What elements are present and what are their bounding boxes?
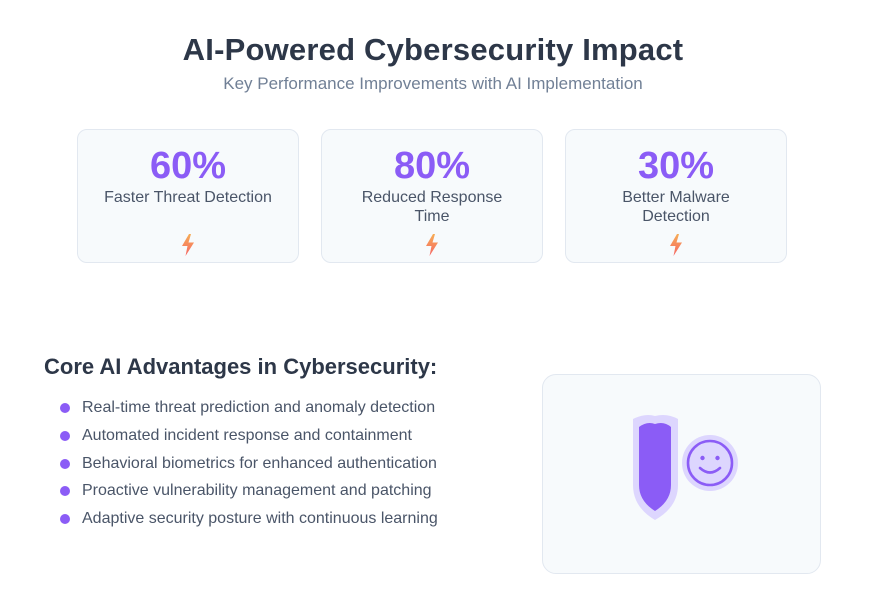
advantages-title: Core AI Advantages in Cybersecurity: — [44, 354, 438, 379]
list-item-text: Proactive vulnerability management and p… — [82, 482, 432, 500]
list-item: Behavioral biometrics for enhanced authe… — [60, 452, 438, 480]
list-item-text: Adaptive security posture with continuou… — [82, 510, 438, 528]
list-item-text: Automated incident response and containm… — [82, 426, 412, 444]
smiley-face-icon — [682, 435, 738, 491]
stat-value: 60% — [149, 145, 227, 187]
stat-value: 80% — [393, 145, 471, 187]
bullet-icon — [60, 430, 70, 441]
security-illustration — [542, 374, 821, 574]
lightning-icon — [182, 234, 194, 256]
list-item: Adaptive security posture with continuou… — [60, 507, 438, 535]
lightning-icon — [426, 234, 438, 256]
stat-card-malware-detection: 30% Better Malware Detection — [565, 129, 787, 263]
list-item: Real-time threat prediction and anomaly … — [60, 396, 438, 424]
page-subtitle: Key Performance Improvements with AI Imp… — [223, 74, 643, 93]
stat-value: 30% — [637, 145, 715, 187]
bullet-icon — [60, 403, 70, 413]
stat-label: Faster Threat Detection — [104, 189, 272, 206]
list-item-text: Behavioral biometrics for enhanced authe… — [82, 454, 437, 472]
list-item-text: Real-time threat prediction and anomaly … — [82, 399, 436, 416]
illustration-graphic — [633, 415, 738, 520]
stat-label: Better Malware Detection — [622, 189, 730, 225]
stat-card-threat-detection: 60% Faster Threat Detection — [77, 129, 299, 263]
bullet-icon — [60, 458, 70, 469]
page-title: AI-Powered Cybersecurity Impact — [182, 32, 684, 67]
stat-card-response-time: 80% Reduced Response Time — [321, 129, 543, 263]
advantages-list: Real-time threat prediction and anomaly … — [60, 396, 438, 535]
lightning-icon — [670, 234, 682, 256]
bullet-icon — [60, 486, 70, 497]
stat-label: Reduced Response Time — [361, 189, 503, 225]
shield-icon — [633, 415, 678, 520]
list-item: Automated incident response and containm… — [60, 424, 438, 452]
list-item: Proactive vulnerability management and p… — [60, 479, 438, 507]
bullet-icon — [60, 514, 70, 525]
